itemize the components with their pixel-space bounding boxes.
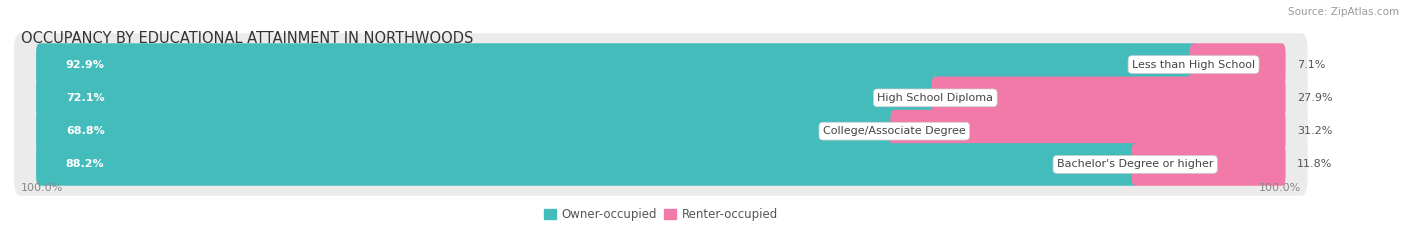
Text: 100.0%: 100.0%	[1258, 183, 1301, 193]
Text: Source: ZipAtlas.com: Source: ZipAtlas.com	[1288, 7, 1399, 17]
FancyBboxPatch shape	[14, 133, 1308, 196]
Text: High School Diploma: High School Diploma	[877, 93, 993, 103]
FancyBboxPatch shape	[37, 110, 898, 152]
FancyBboxPatch shape	[14, 33, 1308, 96]
Text: 27.9%: 27.9%	[1298, 93, 1333, 103]
Text: Bachelor's Degree or higher: Bachelor's Degree or higher	[1057, 159, 1213, 169]
Text: 88.2%: 88.2%	[66, 159, 104, 169]
FancyBboxPatch shape	[37, 77, 939, 119]
Text: 92.9%: 92.9%	[66, 60, 104, 70]
Text: 72.1%: 72.1%	[66, 93, 104, 103]
FancyBboxPatch shape	[890, 110, 1285, 152]
FancyBboxPatch shape	[931, 77, 1285, 119]
Text: Less than High School: Less than High School	[1132, 60, 1256, 70]
Text: College/Associate Degree: College/Associate Degree	[823, 126, 966, 136]
Text: 11.8%: 11.8%	[1298, 159, 1333, 169]
FancyBboxPatch shape	[14, 100, 1308, 162]
Legend: Owner-occupied, Renter-occupied: Owner-occupied, Renter-occupied	[544, 208, 778, 221]
Text: 68.8%: 68.8%	[66, 126, 104, 136]
Text: OCCUPANCY BY EDUCATIONAL ATTAINMENT IN NORTHWOODS: OCCUPANCY BY EDUCATIONAL ATTAINMENT IN N…	[21, 31, 472, 46]
FancyBboxPatch shape	[14, 67, 1308, 129]
Text: 31.2%: 31.2%	[1298, 126, 1333, 136]
FancyBboxPatch shape	[37, 43, 1198, 86]
FancyBboxPatch shape	[1132, 143, 1285, 186]
FancyBboxPatch shape	[37, 143, 1139, 186]
Text: 7.1%: 7.1%	[1298, 60, 1326, 70]
FancyBboxPatch shape	[1189, 43, 1285, 86]
Text: 100.0%: 100.0%	[21, 183, 63, 193]
